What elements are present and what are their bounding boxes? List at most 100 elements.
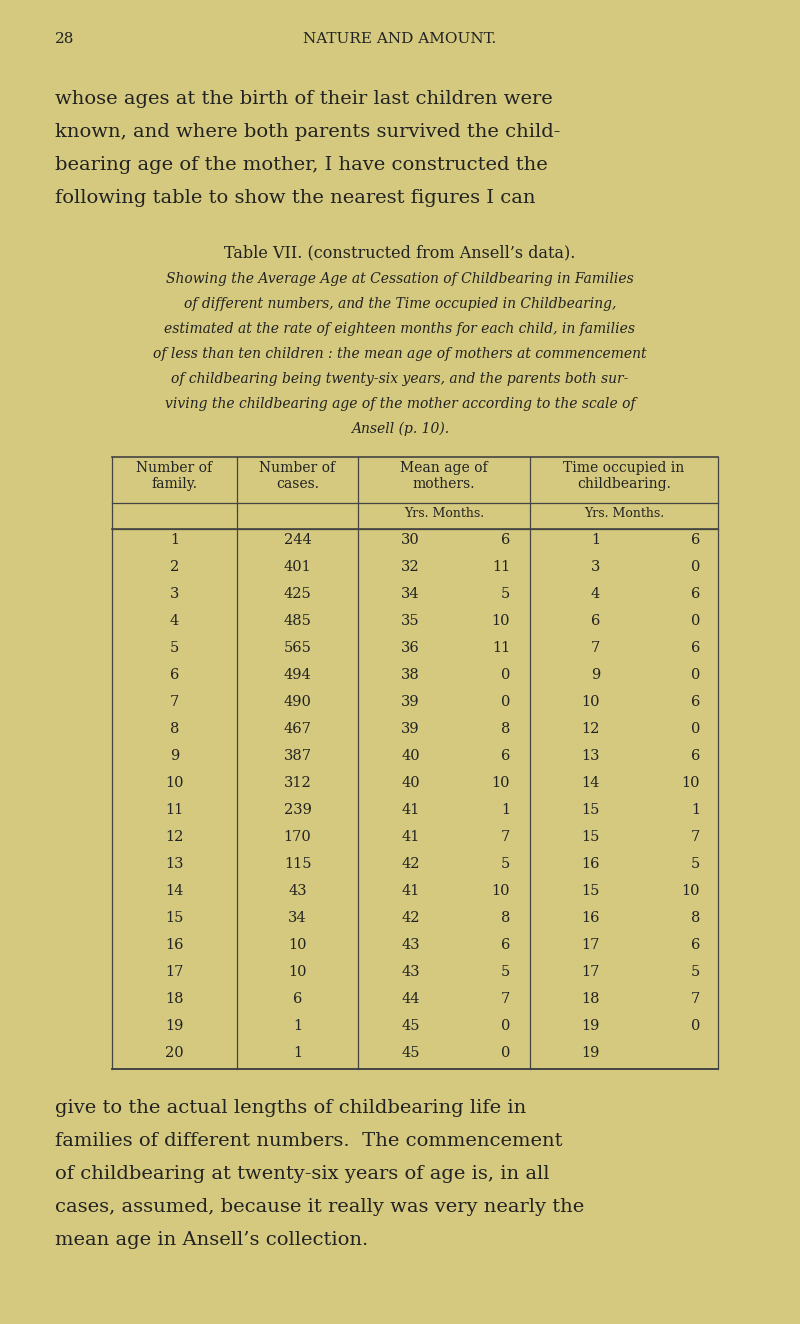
Text: 34: 34 <box>288 911 307 925</box>
Text: 15: 15 <box>166 911 184 925</box>
Text: 425: 425 <box>284 587 311 601</box>
Text: 244: 244 <box>284 534 311 547</box>
Text: 12: 12 <box>582 722 600 736</box>
Text: 7: 7 <box>501 830 510 843</box>
Text: 312: 312 <box>284 776 311 790</box>
Text: 1: 1 <box>591 534 600 547</box>
Text: 4: 4 <box>170 614 179 628</box>
Text: 36: 36 <box>402 641 420 655</box>
Text: 10: 10 <box>166 776 184 790</box>
Text: 44: 44 <box>402 992 420 1006</box>
Text: 19: 19 <box>582 1019 600 1033</box>
Text: 1: 1 <box>293 1046 302 1061</box>
Text: 39: 39 <box>402 695 420 708</box>
Text: 115: 115 <box>284 857 311 871</box>
Text: 6: 6 <box>690 587 700 601</box>
Text: 0: 0 <box>690 669 700 682</box>
Text: 170: 170 <box>284 830 311 843</box>
Text: viving the childbearing age of the mother according to the scale of: viving the childbearing age of the mothe… <box>165 397 635 410</box>
Text: 15: 15 <box>582 830 600 843</box>
Text: bearing age of the mother, I have constructed the: bearing age of the mother, I have constr… <box>55 156 548 173</box>
Text: 7: 7 <box>690 830 700 843</box>
Text: 6: 6 <box>501 937 510 952</box>
Text: 0: 0 <box>501 1046 510 1061</box>
Text: following table to show the nearest figures I can: following table to show the nearest figu… <box>55 189 535 207</box>
Text: 35: 35 <box>402 614 420 628</box>
Text: 43: 43 <box>402 965 420 978</box>
Text: known, and where both parents survived the child-: known, and where both parents survived t… <box>55 123 560 140</box>
Text: Number of
family.: Number of family. <box>137 461 213 491</box>
Text: 17: 17 <box>582 937 600 952</box>
Text: families of different numbers.  The commencement: families of different numbers. The comme… <box>55 1132 562 1151</box>
Text: 14: 14 <box>166 884 184 898</box>
Text: 5: 5 <box>690 965 700 978</box>
Text: 42: 42 <box>402 911 420 925</box>
Text: whose ages at the birth of their last children were: whose ages at the birth of their last ch… <box>55 90 553 109</box>
Text: 6: 6 <box>501 749 510 763</box>
Text: mean age in Ansell’s collection.: mean age in Ansell’s collection. <box>55 1231 368 1249</box>
Text: 28: 28 <box>55 32 74 46</box>
Text: 10: 10 <box>491 614 510 628</box>
Text: 1: 1 <box>691 802 700 817</box>
Text: 16: 16 <box>582 857 600 871</box>
Text: 387: 387 <box>283 749 311 763</box>
Text: 13: 13 <box>582 749 600 763</box>
Text: 10: 10 <box>491 776 510 790</box>
Text: 41: 41 <box>402 884 420 898</box>
Text: 11: 11 <box>492 560 510 575</box>
Text: of less than ten children : the mean age of mothers at commencement: of less than ten children : the mean age… <box>153 347 647 361</box>
Text: 39: 39 <box>402 722 420 736</box>
Text: 10: 10 <box>288 965 306 978</box>
Text: Mean age of
mothers.: Mean age of mothers. <box>400 461 488 491</box>
Text: 2: 2 <box>170 560 179 575</box>
Text: 6: 6 <box>590 614 600 628</box>
Text: of childbearing at twenty-six years of age is, in all: of childbearing at twenty-six years of a… <box>55 1165 550 1184</box>
Text: 0: 0 <box>690 1019 700 1033</box>
Text: estimated at the rate of eighteen months for each child, in families: estimated at the rate of eighteen months… <box>165 322 635 336</box>
Text: 16: 16 <box>582 911 600 925</box>
Text: 6: 6 <box>690 534 700 547</box>
Text: 18: 18 <box>166 992 184 1006</box>
Text: 5: 5 <box>501 965 510 978</box>
Text: 239: 239 <box>283 802 311 817</box>
Text: 0: 0 <box>690 614 700 628</box>
Text: 0: 0 <box>690 560 700 575</box>
Text: Number of
cases.: Number of cases. <box>259 461 335 491</box>
Text: 43: 43 <box>402 937 420 952</box>
Text: 8: 8 <box>690 911 700 925</box>
Text: Table VII. (constructed from Ansell’s data).: Table VII. (constructed from Ansell’s da… <box>224 244 576 261</box>
Text: 15: 15 <box>582 884 600 898</box>
Text: 1: 1 <box>501 802 510 817</box>
Text: 490: 490 <box>283 695 311 708</box>
Text: 0: 0 <box>501 669 510 682</box>
Text: 4: 4 <box>590 587 600 601</box>
Text: 10: 10 <box>288 937 306 952</box>
Text: NATURE AND AMOUNT.: NATURE AND AMOUNT. <box>303 32 497 46</box>
Text: Yrs. Months.: Yrs. Months. <box>584 507 664 520</box>
Text: 15: 15 <box>582 802 600 817</box>
Text: 40: 40 <box>402 749 420 763</box>
Text: Ansell (p. 10).: Ansell (p. 10). <box>351 422 449 437</box>
Text: 42: 42 <box>402 857 420 871</box>
Text: 18: 18 <box>582 992 600 1006</box>
Text: 7: 7 <box>501 992 510 1006</box>
Text: 7: 7 <box>170 695 179 708</box>
Text: 17: 17 <box>166 965 184 978</box>
Text: 41: 41 <box>402 830 420 843</box>
Text: 6: 6 <box>690 749 700 763</box>
Text: 6: 6 <box>170 669 179 682</box>
Text: 0: 0 <box>501 695 510 708</box>
Text: 10: 10 <box>582 695 600 708</box>
Text: 45: 45 <box>402 1019 420 1033</box>
Text: 5: 5 <box>501 857 510 871</box>
Text: 19: 19 <box>582 1046 600 1061</box>
Text: 6: 6 <box>690 695 700 708</box>
Text: of different numbers, and the Time occupied in Childbearing,: of different numbers, and the Time occup… <box>184 297 616 311</box>
Text: 7: 7 <box>590 641 600 655</box>
Text: 6: 6 <box>501 534 510 547</box>
Text: 9: 9 <box>590 669 600 682</box>
Text: 5: 5 <box>690 857 700 871</box>
Text: 401: 401 <box>284 560 311 575</box>
Text: 485: 485 <box>283 614 311 628</box>
Text: 0: 0 <box>690 722 700 736</box>
